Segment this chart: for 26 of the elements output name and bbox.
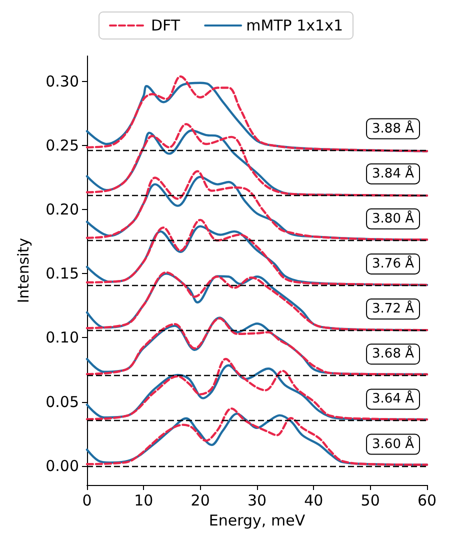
y-tick-label: 0.20	[46, 200, 79, 219]
x-tick-label: 0	[82, 492, 92, 510]
x-tick-label: 10	[134, 492, 154, 510]
y-tick-label: 0.25	[46, 136, 79, 155]
legend-label: DFT	[151, 16, 181, 34]
x-tick-label: 50	[360, 492, 380, 510]
y-tick-label: 0.10	[46, 328, 79, 347]
y-tick-label: 0.05	[46, 392, 79, 411]
ref-line-label: 3.88 Å	[372, 119, 414, 136]
y-tick-label: 0.30	[46, 72, 79, 91]
y-axis-title: Intensity	[14, 238, 32, 304]
ref-line-label: 3.84 Å	[372, 164, 414, 182]
ref-line-label: 3.64 Å	[372, 390, 414, 407]
ref-line-label: 3.68 Å	[372, 344, 414, 362]
y-tick-label: 0.00	[46, 456, 79, 475]
x-tick-label: 40	[304, 492, 324, 510]
ref-line-label: 3.72 Å	[372, 300, 414, 317]
x-axis-title: Energy, meV	[208, 511, 306, 530]
ref-line-label: 3.60 Å	[372, 434, 414, 452]
x-tick-label: 60	[417, 492, 437, 510]
ref-line-label: 3.80 Å	[372, 209, 414, 226]
y-tick-label: 0.15	[46, 264, 79, 283]
x-tick-label: 20	[190, 492, 210, 510]
x-tick-label: 30	[247, 492, 267, 510]
legend-label: mMTP 1x1x1	[246, 16, 344, 34]
ref-line-label: 3.76 Å	[372, 254, 414, 272]
